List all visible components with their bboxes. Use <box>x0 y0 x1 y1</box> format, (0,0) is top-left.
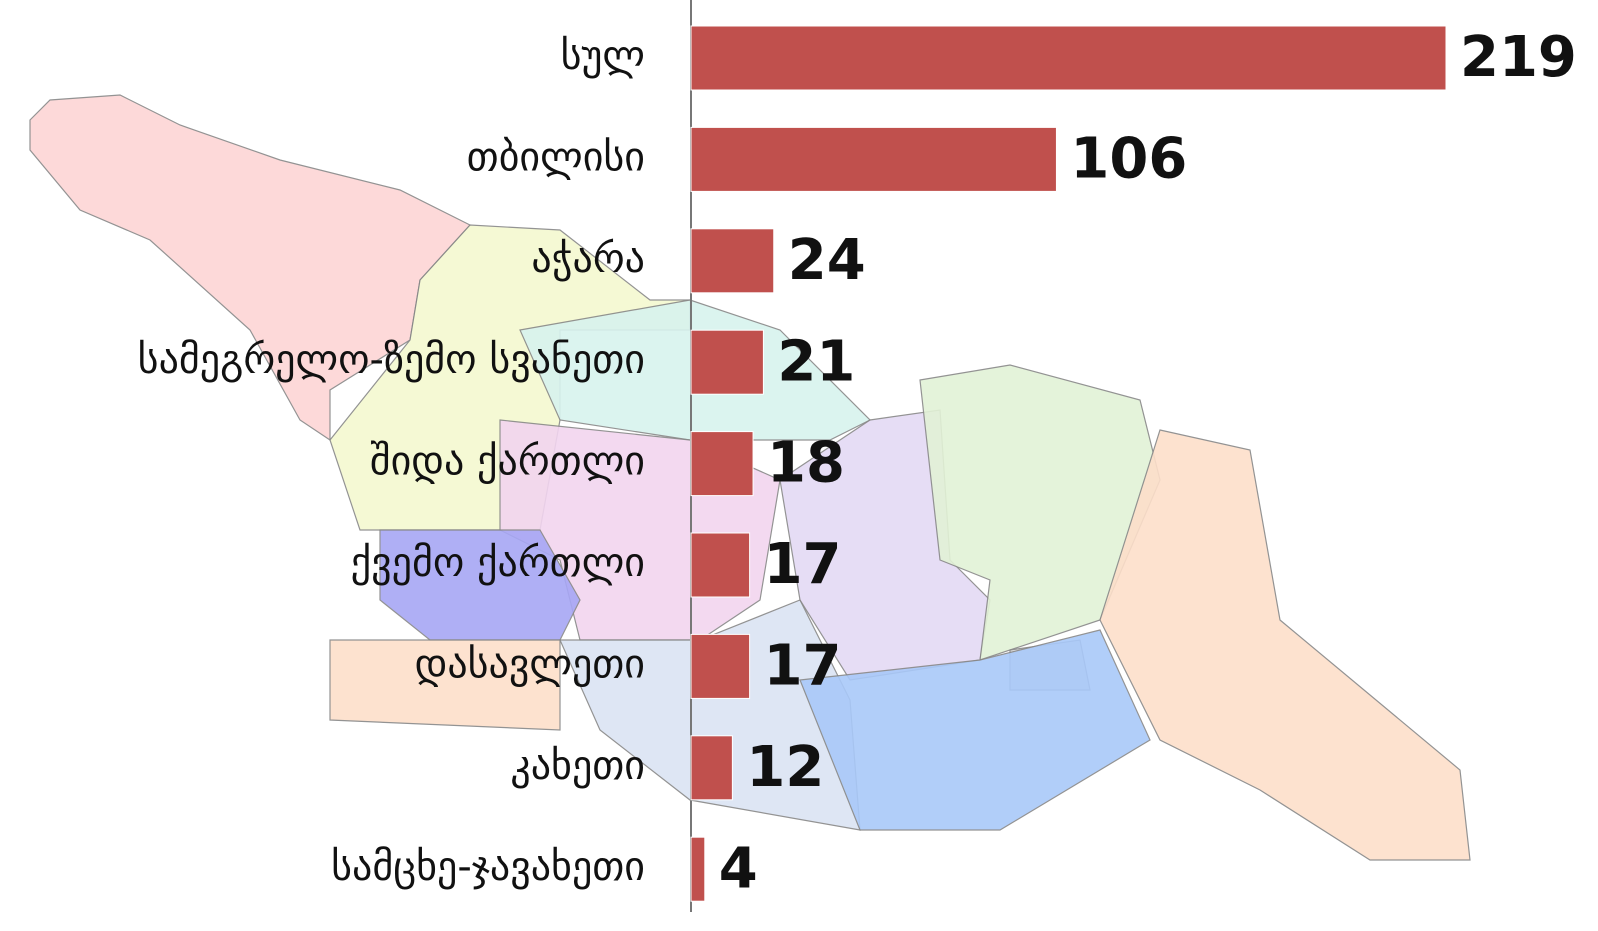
bar <box>690 836 706 902</box>
category-label: დასავლეთი <box>415 641 645 687</box>
bar <box>690 126 1057 192</box>
category-label: სულ <box>561 33 645 79</box>
category-label: შიდა ქართლი <box>370 439 645 485</box>
bar <box>690 25 1447 91</box>
category-label: სამცხე-ჯავახეთი <box>331 844 645 890</box>
region <box>1099 429 1471 861</box>
value-label: 21 <box>777 329 855 394</box>
value-label: 12 <box>746 735 824 800</box>
value-label: 17 <box>764 532 842 597</box>
region <box>329 639 561 731</box>
value-label: 24 <box>788 228 866 293</box>
category-label: თბილისი <box>467 134 645 180</box>
category-label: კახეთი <box>510 743 645 789</box>
value-label: 106 <box>1070 127 1187 192</box>
value-label: 18 <box>767 431 845 496</box>
bar <box>690 329 764 395</box>
region <box>799 629 1151 831</box>
category-label: ქვემო ქართლი <box>351 540 645 586</box>
bar <box>690 228 775 294</box>
category-label: სამეგრელო-ზემო სვანეთი <box>138 337 645 383</box>
bar <box>690 532 751 598</box>
value-label: 17 <box>764 634 842 699</box>
bar <box>690 735 733 801</box>
map-background <box>29 94 1471 861</box>
bar <box>690 431 754 497</box>
value-label: 219 <box>1460 25 1577 90</box>
category-label: აჭარა <box>531 236 645 282</box>
value-label: 4 <box>719 836 758 901</box>
bar <box>690 633 751 699</box>
